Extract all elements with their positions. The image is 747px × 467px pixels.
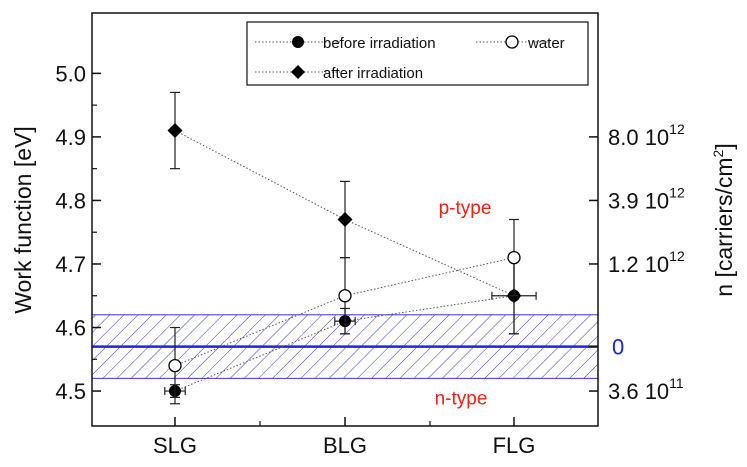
n-type-label: n-type: [435, 388, 488, 409]
legend-marker-water: [505, 35, 519, 49]
y-tick-label: 4.8: [55, 188, 86, 213]
y-axis-title: Work function [eV]: [10, 126, 36, 314]
legend-marker-before: [292, 36, 304, 48]
y-tick-label: 5.0: [55, 61, 86, 86]
right-axis-title: n [carriers/cm2]: [710, 143, 737, 296]
point-after-irradiation: [167, 123, 183, 139]
right-tick-label: 3.9 1012: [608, 184, 685, 213]
legend-box: [246, 21, 589, 86]
legend-label-before: before irradiation: [323, 35, 436, 52]
y-tick-label: 4.9: [55, 125, 86, 150]
y-tick-label: 4.7: [55, 252, 86, 277]
legend-marker-after: [291, 65, 305, 79]
y-tick-label: 4.5: [55, 379, 86, 404]
right-tick-label: 0: [612, 335, 624, 360]
right-tick-label: 8.0 1012: [608, 121, 685, 150]
point-after-irradiation: [337, 212, 353, 227]
x-tick-label: SLG: [153, 433, 197, 458]
legend-label-water: water: [527, 35, 565, 52]
right-axis-title-end: ]: [711, 143, 737, 149]
point-water: [338, 289, 352, 303]
point-water: [168, 358, 182, 373]
legend: before irradiation water after irradiati…: [246, 21, 589, 86]
series-line: [174, 130, 515, 297]
right-tick-label: 3.6 1011: [608, 375, 684, 404]
series-line: [174, 295, 515, 392]
y-tick-label: 4.6: [55, 316, 86, 341]
x-tick-label: FLG: [493, 433, 536, 458]
right-tick-label: 1.2 1012: [608, 248, 685, 277]
legend-label-after: after irradiation: [323, 65, 423, 82]
right-axis-title-sup: 2: [710, 149, 726, 157]
p-type-label: p-type: [439, 198, 492, 219]
point-water: [507, 250, 521, 265]
x-tick-label: BLG: [323, 433, 367, 458]
right-axis-title-main: n [carriers/cm: [711, 157, 737, 296]
